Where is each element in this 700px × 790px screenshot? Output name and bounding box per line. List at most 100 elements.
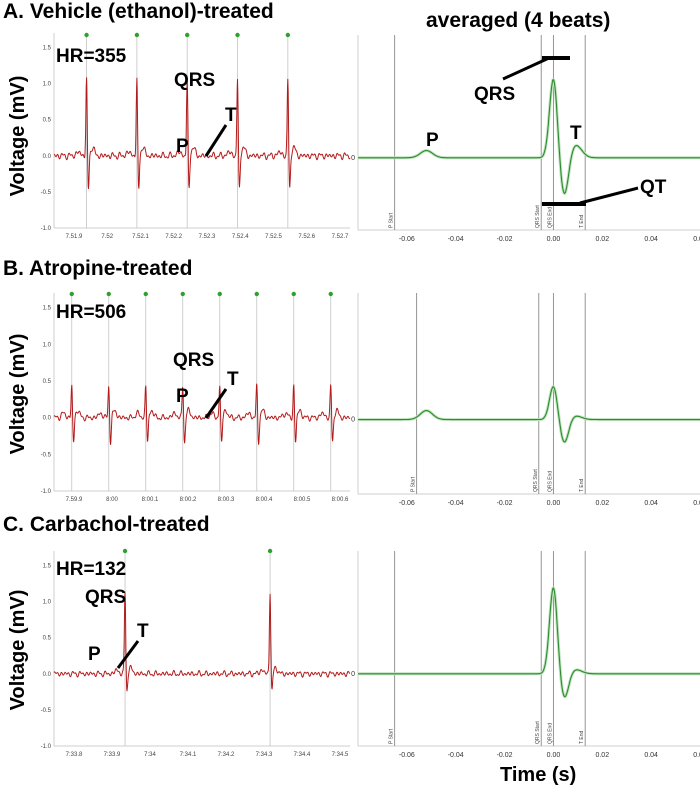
interval-marker-label: T End (579, 215, 585, 228)
avg-ecg-band (357, 586, 700, 699)
p-label-a: P (176, 136, 189, 157)
time-xlabel: Time (s) (500, 764, 576, 786)
t-pointer-a (204, 124, 228, 157)
avg-xtick-label: -0.06 (399, 500, 415, 507)
avg-ecg-trace (358, 386, 700, 443)
raw-xtick-label: 8:00.3 (218, 497, 235, 503)
raw-xtick-label: 7.59.9 (66, 497, 83, 503)
raw-xtick-label: 7:34.3 (256, 752, 273, 758)
interval-marker-label: P Start (389, 728, 395, 744)
raw-ytick-label: 0.5 (43, 636, 52, 642)
hr-label-a: HR=355 (56, 46, 127, 67)
raw-ytick-label: 0.5 (43, 118, 52, 124)
interval-marker-label: QRS Start (533, 469, 539, 492)
p-label-avg-a: P (426, 130, 439, 151)
raw-xtick-label: 7.52.5 (265, 234, 282, 240)
raw-ytick-label: 0.0 (43, 416, 52, 422)
raw-ytick-label: 1.0 (43, 600, 52, 606)
avg-xtick-label: 0.04 (644, 500, 658, 507)
raw-ytick-label: 1.0 (43, 342, 52, 348)
avg-ecg-trace (358, 79, 700, 194)
interval-marker-label: QRS End (547, 471, 553, 492)
raw-ecg-trace (53, 383, 351, 445)
raw-xtick-label: 8:00.2 (180, 497, 197, 503)
p-label-b: P (176, 386, 189, 407)
avg-ecg-panel-b: 0 -0.06 -0.04 -0.02 0.00 0.02 0.04 0.06 P Start Q… (351, 293, 700, 507)
raw-ytick-label: -0.5 (41, 190, 52, 196)
avg-xtick-label: 0.04 (644, 236, 658, 243)
raw-ecg-trace (53, 591, 351, 692)
hr-label-c: HR=132 (56, 559, 126, 580)
p-label-c: P (88, 644, 101, 665)
raw-ytick-label: 0.0 (43, 672, 52, 678)
raw-xtick-label: 7.52 (101, 234, 113, 240)
beat-marker (69, 291, 74, 297)
avg-xtick-label: 0.00 (547, 236, 561, 243)
avg-xtick-label: -0.06 (399, 752, 415, 759)
t-label-c: T (137, 621, 149, 642)
avg-ytick-label: 0 (351, 155, 355, 162)
beat-marker (122, 548, 128, 554)
raw-xtick-label: 7.52.1 (132, 234, 149, 240)
raw-xtick-label: 7.52.3 (199, 234, 216, 240)
avg-xtick-label: -0.06 (399, 236, 415, 243)
qrs-pointer-avg-a (502, 56, 550, 81)
raw-xtick-label: 8:00.6 (332, 497, 349, 503)
raw-ytick-label: -1.0 (41, 489, 52, 495)
interval-marker-label: QRS End (547, 723, 553, 744)
avg-xtick-label: -0.02 (497, 236, 513, 243)
ylabel-c: Voltage (mV) (7, 590, 29, 711)
ylabel-a: Voltage (mV) (7, 76, 29, 197)
raw-xtick-label: 8:00.1 (142, 497, 159, 503)
raw-ytick-label: 0.5 (43, 379, 52, 385)
avg-xtick-label: 0.04 (644, 752, 658, 759)
interval-marker-label: T End (579, 479, 585, 492)
avg-xtick-label: -0.02 (497, 752, 513, 759)
beat-marker (285, 32, 291, 38)
raw-ecg-panel-c: 1.5 1.0 0.5 0.0 -0.5 -1.0 7:33.8 7:33.9 7:34 7:34… (41, 548, 351, 758)
beat-marker (217, 291, 222, 297)
raw-xtick-label: 7.52.4 (232, 234, 249, 240)
avg-xtick-label: 0.02 (595, 236, 609, 243)
qt-label: QT (640, 177, 667, 198)
qrs-label-b: QRS (173, 350, 214, 371)
avg-xtick-label: -0.02 (497, 500, 513, 507)
avg-ecg-band (357, 385, 700, 444)
raw-xtick-label: 8:00 (106, 497, 118, 503)
beat-marker (106, 291, 111, 297)
t-label-a: T (225, 105, 237, 126)
raw-ecg-panel-a: 1.5 1.0 0.5 0.0 -0.5 -1.0 7.51.9 7.52 7.52.1 7.52… (41, 32, 351, 240)
t-label-b: T (227, 369, 239, 390)
avg-xtick-label: -0.04 (448, 752, 464, 759)
avg-ecg-trace (358, 587, 700, 698)
beat-marker (180, 291, 185, 297)
raw-xtick-label: 7:34.4 (294, 752, 311, 758)
avg-ytick-label: 0 (351, 417, 355, 424)
raw-xtick-label: 7.52.7 (332, 234, 349, 240)
raw-ytick-label: -1.0 (41, 744, 52, 750)
qrs-label-a: QRS (174, 70, 215, 91)
raw-ytick-label: 1.5 (43, 306, 52, 312)
avg-xtick-label: 0.02 (595, 752, 609, 759)
avg-xtick-label: 0.02 (595, 500, 609, 507)
avg-ecg-panel-a: 0 -0.06 -0.04 -0.02 0.00 0.02 0.04 0.06 P Start Q… (351, 35, 700, 243)
raw-ytick-label: 0.0 (43, 154, 52, 160)
raw-xtick-label: 7:34 (144, 752, 156, 758)
hr-label-b: HR=506 (56, 302, 126, 323)
raw-xtick-label: 8:00.5 (294, 497, 311, 503)
avg-xtick-label: 0.06 (693, 752, 700, 759)
raw-xtick-label: 7.52.2 (165, 234, 182, 240)
avg-xtick-label: 0.00 (547, 500, 561, 507)
raw-ecg-trace (53, 77, 351, 190)
panel-b-title: B. Atropine-treated (3, 257, 192, 280)
interval-marker-label: P Start (389, 212, 395, 228)
raw-xtick-label: 7.52.6 (298, 234, 315, 240)
beat-marker (235, 32, 240, 38)
beat-marker (291, 291, 296, 297)
beat-marker (185, 32, 190, 38)
raw-ytick-label: 1.0 (43, 82, 52, 88)
raw-ytick-label: -0.5 (41, 452, 52, 458)
interval-marker-label: QRS Start (535, 205, 541, 228)
raw-xtick-label: 8:00.4 (256, 497, 273, 503)
